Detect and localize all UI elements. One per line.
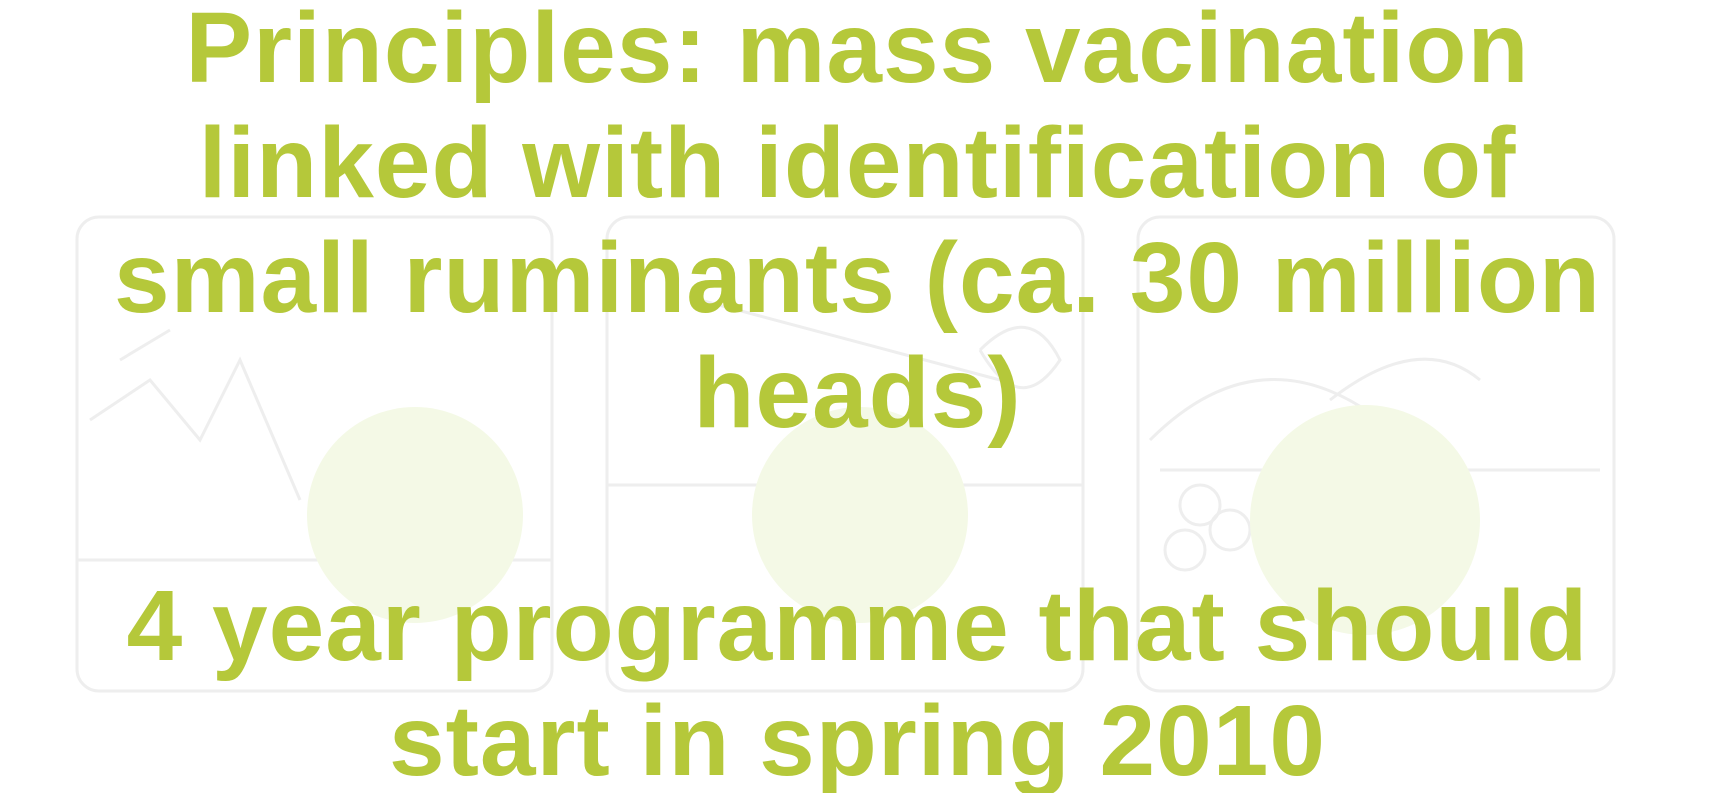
text-line: linked with identification of (0, 106, 1715, 221)
text-line: heads) (0, 336, 1715, 451)
slide: Principles: mass vacinationlinked with i… (0, 0, 1715, 793)
text-line: start in spring 2010 (0, 684, 1715, 793)
text-line: 4 year programme that should (0, 569, 1715, 684)
text-line: small ruminants (ca. 30 million (0, 221, 1715, 336)
text-line: Principles: mass vacination (0, 0, 1715, 106)
slide-text: Principles: mass vacinationlinked with i… (0, 0, 1715, 793)
